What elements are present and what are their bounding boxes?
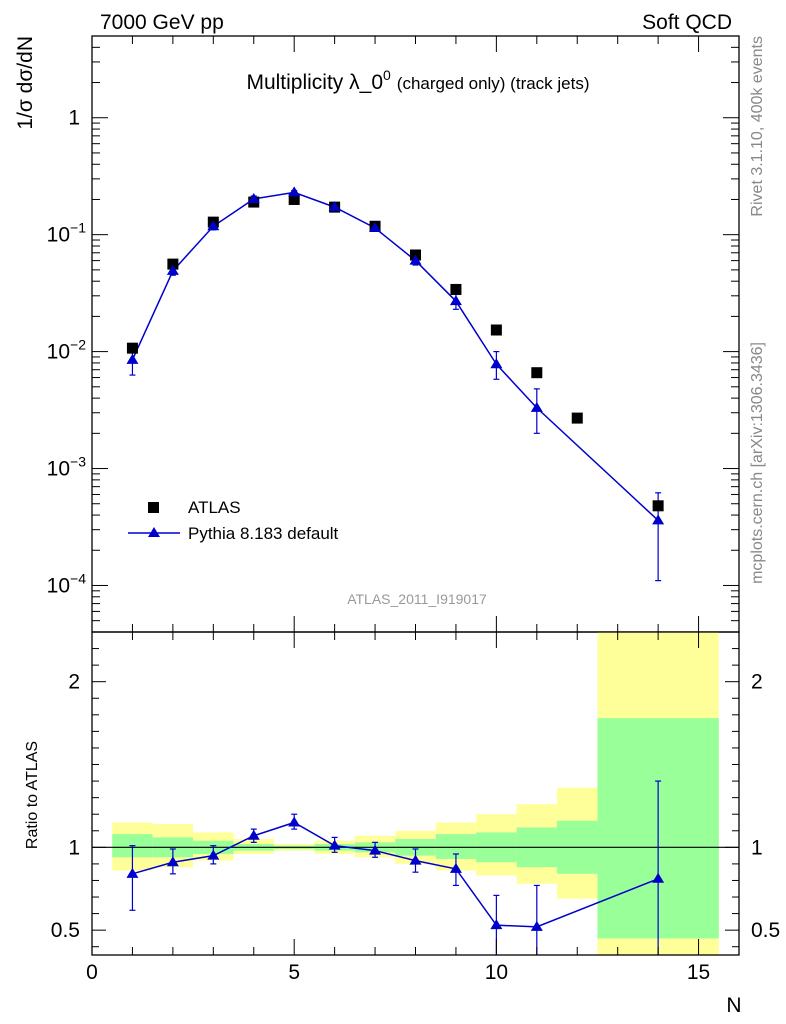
ratio-y-tick-label-right: 1 [751, 836, 763, 859]
ratio-pythia-point [490, 919, 503, 930]
main-y-tick-label: 10−3 [47, 454, 87, 481]
main-y-tick-base: 10 [47, 574, 70, 597]
ratio-pythia-point [409, 854, 422, 865]
ratio-pythia-point [328, 839, 341, 850]
mcplots-reference-label: mcplots.cern.ch [arXiv:1306.3436] [749, 342, 766, 584]
ratio-y-tick-label-right: 2 [751, 671, 763, 694]
ratio-y-tick-label-right: 0.5 [751, 919, 780, 942]
main-y-tick-base: 10 [47, 458, 70, 481]
main-y-tick-exponent: −3 [70, 454, 86, 470]
ratio-y-tick-label: 2 [68, 671, 80, 694]
x-tick-label: 5 [288, 961, 300, 984]
main-pythia-point [409, 254, 422, 265]
main-pythia-point [247, 192, 260, 203]
main-atlas-point [167, 258, 179, 270]
ratio-pythia-point [166, 856, 179, 867]
main-pythia-point [328, 201, 341, 212]
ratio-y-tick-label: 0.5 [51, 919, 80, 942]
main-pythia-point [530, 401, 543, 412]
ratio-pythia-point [126, 867, 139, 878]
main-y-axis-label: 1/σ dσ/dN [14, 36, 37, 130]
ratio-panel: 0.5 0.5 1 1 2 2 0 5 10 15 [51, 631, 780, 984]
main-pythia-point [207, 220, 220, 231]
main-y-tick-base: 10 [47, 224, 70, 247]
analysis-watermark: ATLAS_2011_I919017 [347, 591, 487, 607]
main-pythia-point [652, 514, 665, 525]
ratio-y-axis-label: Ratio to ATLAS [24, 741, 41, 849]
x-tick-label: 0 [86, 961, 98, 984]
main-pythia-point [449, 295, 462, 306]
main-atlas-point [490, 324, 502, 336]
legend-atlas-label: ATLAS [188, 498, 241, 517]
header-category-label: Soft QCD [642, 11, 732, 34]
legend: ATLAS Pythia 8.183 default [128, 498, 339, 543]
main-y-tick-exponent: −1 [70, 220, 86, 236]
main-pythia-point [288, 186, 301, 197]
main-y-tick-exponent: −4 [70, 570, 86, 586]
legend-pythia-label: Pythia 8.183 default [188, 524, 339, 543]
main-pythia-line [131, 191, 659, 521]
main-y-tick-label: 10−1 [47, 220, 87, 247]
ratio-pythia-point [449, 862, 462, 873]
main-atlas-point [450, 283, 462, 295]
header-energy-label: 7000 GeV pp [100, 11, 224, 34]
main-atlas-point [571, 412, 583, 424]
main-y-tick-label: 10−4 [47, 570, 87, 597]
main-atlas-point [126, 342, 138, 354]
x-tick-label: 15 [687, 961, 710, 984]
ratio-pythia-point [652, 872, 665, 883]
ratio-y-tick-label: 1 [68, 836, 80, 859]
plot-title-superscript: 0 [383, 67, 391, 83]
main-atlas-point [288, 193, 300, 205]
ratio-pythia-point [288, 816, 301, 827]
main-atlas-point [652, 500, 664, 512]
main-y-tick-exponent: −2 [70, 337, 86, 353]
main-y-tick-label: 10−2 [47, 337, 87, 364]
plot-title-main: Multiplicity λ_0 [246, 71, 383, 94]
plot-title-suffix: (charged only) (track jets) [397, 74, 590, 93]
main-panel: 110−110−210−310−4 [47, 35, 740, 633]
main-y-tick-base: 10 [47, 341, 70, 364]
main-pythia-point [126, 353, 139, 364]
main-pythia-point [369, 222, 382, 233]
ratio-pythia-point [247, 829, 260, 840]
main-pythia-point [166, 264, 179, 275]
legend-atlas-marker [148, 502, 159, 513]
x-axis-label: N [726, 994, 741, 1017]
legend-pythia-marker [148, 527, 160, 537]
rivet-version-label: Rivet 3.1.10, 400k events [749, 36, 766, 217]
ratio-pythia-point [207, 849, 220, 860]
ratio-pythia-point [369, 844, 382, 855]
main-pythia-point [490, 358, 503, 369]
main-atlas-point [531, 367, 543, 379]
plot-title: Multiplicity λ_00 (charged only) (track j… [246, 67, 589, 94]
main-y-tick-label: 1 [68, 107, 80, 130]
x-tick-label: 10 [485, 961, 508, 984]
ratio-pythia-point [530, 920, 543, 931]
ratio-pythia-line [132, 821, 659, 928]
